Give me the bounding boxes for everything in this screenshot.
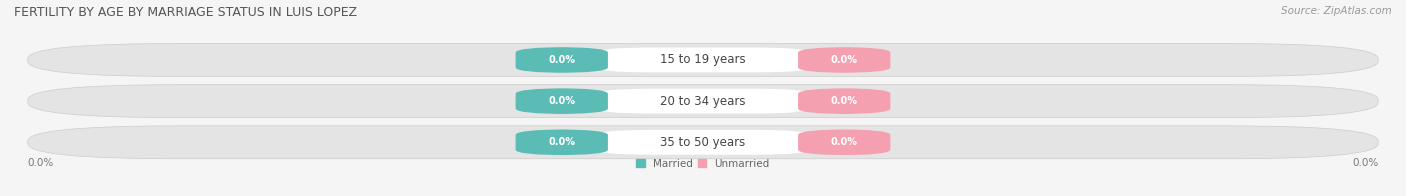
Text: Source: ZipAtlas.com: Source: ZipAtlas.com (1281, 6, 1392, 16)
FancyBboxPatch shape (799, 129, 890, 155)
FancyBboxPatch shape (516, 88, 607, 114)
FancyBboxPatch shape (799, 47, 890, 73)
Text: FERTILITY BY AGE BY MARRIAGE STATUS IN LUIS LOPEZ: FERTILITY BY AGE BY MARRIAGE STATUS IN L… (14, 6, 357, 19)
FancyBboxPatch shape (516, 129, 607, 155)
FancyBboxPatch shape (28, 126, 1378, 159)
Text: 0.0%: 0.0% (548, 55, 575, 65)
FancyBboxPatch shape (596, 89, 810, 113)
Text: 0.0%: 0.0% (548, 96, 575, 106)
Text: 35 to 50 years: 35 to 50 years (661, 136, 745, 149)
Text: 0.0%: 0.0% (1353, 158, 1378, 168)
Legend: Married, Unmarried: Married, Unmarried (636, 159, 770, 169)
FancyBboxPatch shape (799, 88, 890, 114)
FancyBboxPatch shape (596, 48, 810, 72)
Text: 0.0%: 0.0% (548, 137, 575, 147)
Text: 0.0%: 0.0% (28, 158, 53, 168)
Text: 0.0%: 0.0% (831, 96, 858, 106)
Text: 0.0%: 0.0% (831, 137, 858, 147)
FancyBboxPatch shape (596, 130, 810, 155)
FancyBboxPatch shape (28, 85, 1378, 118)
FancyBboxPatch shape (516, 47, 607, 73)
Text: 0.0%: 0.0% (831, 55, 858, 65)
FancyBboxPatch shape (28, 44, 1378, 76)
Text: 20 to 34 years: 20 to 34 years (661, 95, 745, 108)
Text: 15 to 19 years: 15 to 19 years (661, 54, 745, 66)
